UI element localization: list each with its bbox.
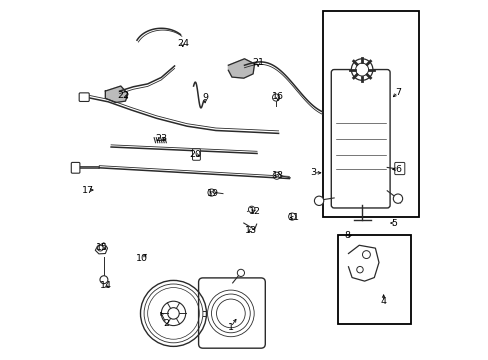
Circle shape — [273, 172, 280, 179]
Circle shape — [97, 245, 103, 251]
Text: 19: 19 — [207, 189, 219, 198]
Text: 6: 6 — [394, 165, 400, 174]
Text: 4: 4 — [380, 297, 386, 306]
Circle shape — [161, 301, 185, 325]
Text: 24: 24 — [177, 39, 188, 48]
Text: 16: 16 — [271, 92, 283, 101]
Circle shape — [351, 59, 372, 80]
Text: 15: 15 — [96, 243, 108, 252]
Text: 3: 3 — [310, 168, 316, 177]
Circle shape — [207, 189, 215, 196]
Text: 17: 17 — [81, 185, 94, 194]
FancyBboxPatch shape — [192, 149, 200, 160]
Circle shape — [248, 206, 254, 213]
FancyBboxPatch shape — [198, 278, 265, 348]
Circle shape — [272, 94, 279, 101]
Text: 21: 21 — [252, 58, 264, 67]
Circle shape — [355, 63, 368, 76]
Text: 5: 5 — [390, 219, 397, 228]
Text: 9: 9 — [202, 93, 207, 102]
Circle shape — [237, 269, 244, 276]
Circle shape — [392, 194, 402, 203]
Text: 2: 2 — [163, 319, 169, 328]
Text: 18: 18 — [271, 171, 283, 180]
Polygon shape — [105, 86, 128, 103]
Text: 10: 10 — [135, 255, 147, 264]
Text: 14: 14 — [100, 281, 111, 290]
Circle shape — [356, 266, 363, 273]
Text: 12: 12 — [248, 207, 260, 216]
Bar — [337, 235, 410, 324]
Polygon shape — [228, 59, 254, 78]
Bar — [322, 12, 418, 217]
Circle shape — [362, 251, 369, 258]
Circle shape — [288, 213, 295, 220]
Text: 11: 11 — [287, 213, 299, 222]
Text: 20: 20 — [189, 150, 201, 159]
Text: 7: 7 — [394, 87, 400, 96]
FancyBboxPatch shape — [394, 162, 404, 175]
Circle shape — [167, 308, 179, 319]
FancyBboxPatch shape — [71, 162, 80, 173]
Circle shape — [100, 276, 108, 284]
Text: 23: 23 — [155, 134, 167, 143]
FancyBboxPatch shape — [79, 93, 89, 102]
Text: 8: 8 — [344, 231, 350, 240]
Text: 1: 1 — [227, 323, 233, 332]
Text: 13: 13 — [244, 226, 257, 235]
Circle shape — [314, 196, 323, 206]
Text: 22: 22 — [118, 90, 129, 99]
FancyBboxPatch shape — [330, 69, 389, 208]
